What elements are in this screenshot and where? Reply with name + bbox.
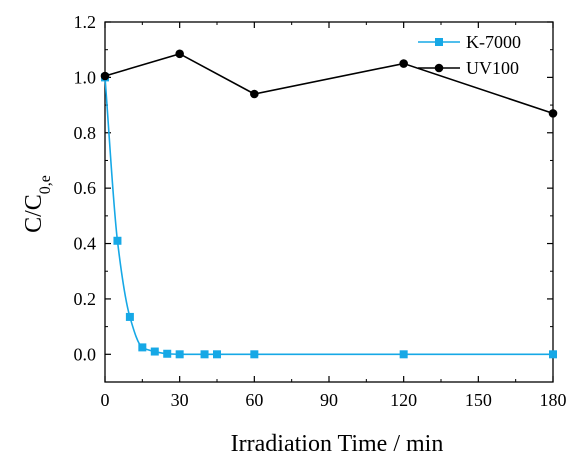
y-tick-label: 0.8 — [74, 123, 97, 143]
y-axis-title: C/C0,e — [21, 175, 54, 233]
y-tick-label: 0.6 — [74, 178, 97, 198]
legend-label-k-7000: K-7000 — [466, 32, 521, 52]
y-tick-label: 0.2 — [74, 289, 97, 309]
legend-label-uv100: UV100 — [466, 58, 519, 78]
data-point-uv100 — [548, 109, 558, 118]
data-point-k-7000 — [213, 350, 221, 359]
data-point-k-7000 — [399, 350, 408, 359]
data-point-k-7000 — [250, 350, 259, 359]
y-axis-title-subscript: 0,e — [37, 175, 54, 194]
y-axis-title-main: C/C — [21, 194, 47, 233]
series-layer — [100, 49, 558, 359]
data-point-k-7000 — [138, 343, 147, 352]
data-point-k-7000 — [150, 347, 159, 356]
legend-marker-k-7000 — [435, 38, 443, 46]
y-tick-label: 0.4 — [74, 234, 97, 254]
data-point-uv100 — [100, 71, 110, 81]
legend: K-7000 UV100 — [418, 32, 521, 78]
series-line-k-7000 — [104, 77, 553, 356]
legend-marker-uv100 — [434, 63, 444, 73]
x-tick-label: 30 — [171, 390, 189, 410]
axes: 0 30 60 90 120 150 180 0.0 0.2 0.4 0.6 0.8 1.0 1.2 Irr… — [21, 12, 567, 457]
data-point-uv100 — [175, 49, 184, 59]
x-tick-label: 0 — [101, 390, 110, 410]
data-point-k-7000 — [175, 350, 184, 359]
y-tick-label: 0.0 — [74, 344, 97, 364]
x-tick-label: 150 — [465, 390, 492, 410]
data-point-uv100 — [250, 89, 259, 99]
data-point-k-7000 — [200, 350, 209, 359]
data-point-k-7000 — [125, 312, 134, 321]
data-point-k-7000 — [163, 349, 172, 358]
x-tick-label: 60 — [245, 390, 263, 410]
x-tick-label: 120 — [390, 390, 417, 410]
data-point-k-7000 — [549, 350, 557, 359]
x-axis-title: Irradiation Time / min — [231, 431, 444, 457]
x-tick-label: 90 — [320, 390, 338, 410]
data-point-k-7000 — [113, 236, 122, 245]
y-tick-label: 1.0 — [74, 67, 97, 87]
x-tick-label: 180 — [540, 390, 567, 410]
y-tick-label: 1.2 — [74, 12, 97, 32]
data-point-uv100 — [399, 59, 408, 68]
